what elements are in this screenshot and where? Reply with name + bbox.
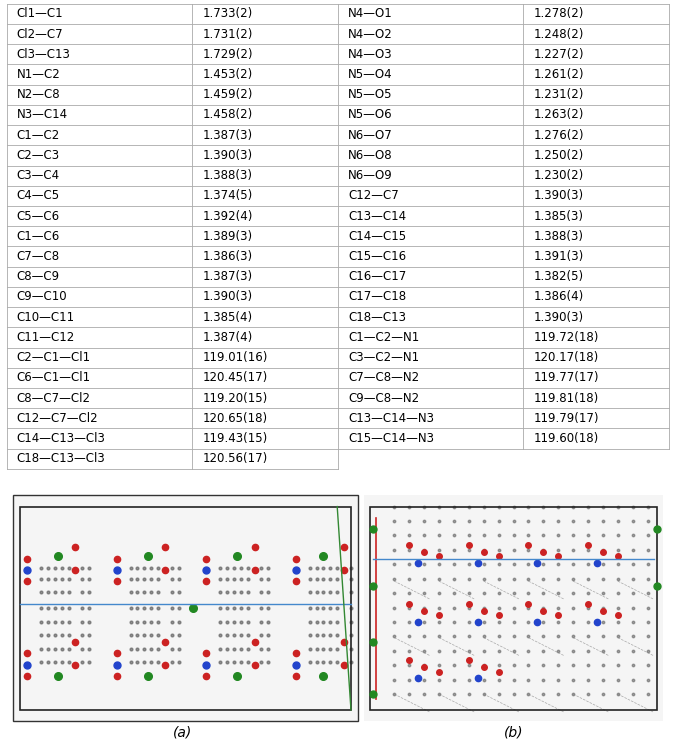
Text: 1.387(4): 1.387(4)	[202, 331, 252, 344]
Text: N6—O7: N6—O7	[348, 128, 393, 142]
Text: C1—C2—N1: C1—C2—N1	[348, 331, 419, 344]
Text: 1.230(2): 1.230(2)	[533, 169, 583, 182]
Text: N6—O9: N6—O9	[348, 169, 393, 182]
Text: C14—C13—Cl3: C14—C13—Cl3	[17, 432, 105, 445]
Text: C16—C17: C16—C17	[348, 270, 406, 283]
Text: C13—C14: C13—C14	[348, 210, 406, 222]
Text: 1.389(3): 1.389(3)	[202, 230, 252, 242]
Text: C9—C8—N2: C9—C8—N2	[348, 392, 419, 404]
Text: C3—C2—N1: C3—C2—N1	[348, 351, 419, 364]
Text: 1.390(3): 1.390(3)	[533, 189, 583, 202]
Text: 120.17(18): 120.17(18)	[533, 351, 599, 364]
Text: C2—C1—Cl1: C2—C1—Cl1	[17, 351, 91, 364]
Text: C14—C15: C14—C15	[348, 230, 406, 242]
Text: 119.77(17): 119.77(17)	[533, 372, 599, 384]
Text: C5—C6: C5—C6	[17, 210, 59, 222]
Text: N1—C2: N1—C2	[17, 68, 60, 81]
Text: 119.79(17): 119.79(17)	[533, 412, 599, 424]
Text: 1.387(3): 1.387(3)	[202, 128, 252, 142]
Text: 1.231(2): 1.231(2)	[533, 88, 584, 101]
Text: 1.387(3): 1.387(3)	[202, 270, 252, 283]
Text: 1.390(3): 1.390(3)	[533, 310, 583, 324]
Text: 1.385(3): 1.385(3)	[533, 210, 583, 222]
Text: C15—C16: C15—C16	[348, 250, 406, 263]
Text: 119.60(18): 119.60(18)	[533, 432, 599, 445]
Text: N3—C14: N3—C14	[17, 108, 68, 122]
Text: N6—O8: N6—O8	[348, 149, 393, 162]
Text: 119.01(16): 119.01(16)	[202, 351, 268, 364]
Text: C17—C18: C17—C18	[348, 290, 406, 304]
Text: C1—C2: C1—C2	[17, 128, 60, 142]
Text: N5—O5: N5—O5	[348, 88, 393, 101]
Text: 1.382(5): 1.382(5)	[533, 270, 583, 283]
Text: 120.65(18): 120.65(18)	[202, 412, 267, 424]
Text: 1.388(3): 1.388(3)	[202, 169, 252, 182]
Text: 1.453(2): 1.453(2)	[202, 68, 252, 81]
Text: C8—C7—Cl2: C8—C7—Cl2	[17, 392, 91, 404]
Text: C7—C8—N2: C7—C8—N2	[348, 372, 419, 384]
Text: 1.733(2): 1.733(2)	[202, 7, 252, 20]
Text: C10—C11: C10—C11	[17, 310, 75, 324]
Text: N4—O1: N4—O1	[348, 7, 393, 20]
Text: 1.276(2): 1.276(2)	[533, 128, 584, 142]
Text: N5—O4: N5—O4	[348, 68, 393, 81]
Text: 119.20(15): 119.20(15)	[202, 392, 268, 404]
Text: C3—C4: C3—C4	[17, 169, 59, 182]
Text: 1.227(2): 1.227(2)	[533, 48, 584, 60]
Text: C4—C5: C4—C5	[17, 189, 59, 202]
Text: C12—C7—Cl2: C12—C7—Cl2	[17, 412, 98, 424]
Text: C11—C12: C11—C12	[17, 331, 75, 344]
Text: C13—C14—N3: C13—C14—N3	[348, 412, 434, 424]
Text: 1.390(3): 1.390(3)	[202, 149, 252, 162]
Text: 1.374(5): 1.374(5)	[202, 189, 252, 202]
Text: 119.43(15): 119.43(15)	[202, 432, 268, 445]
Text: C8—C9: C8—C9	[17, 270, 59, 283]
Text: C1—C6: C1—C6	[17, 230, 60, 242]
Bar	[14, 495, 358, 721]
Text: N5—O6: N5—O6	[348, 108, 393, 122]
Text: Cl3—C13: Cl3—C13	[17, 48, 70, 60]
Text: C18—C13: C18—C13	[348, 310, 406, 324]
Text: C7—C8: C7—C8	[17, 250, 59, 263]
Text: 1.388(3): 1.388(3)	[533, 230, 583, 242]
Text: 1.391(3): 1.391(3)	[533, 250, 583, 263]
Bar	[20, 507, 351, 710]
Text: 1.729(2): 1.729(2)	[202, 48, 253, 60]
Text: (b): (b)	[504, 726, 523, 739]
Text: Cl2—C7: Cl2—C7	[17, 28, 64, 40]
Text: 119.72(18): 119.72(18)	[533, 331, 599, 344]
Text: Cl1—C1: Cl1—C1	[17, 7, 64, 20]
Text: N4—O3: N4—O3	[348, 48, 393, 60]
Text: C9—C10: C9—C10	[17, 290, 68, 304]
Text: 1.392(4): 1.392(4)	[202, 210, 253, 222]
Text: 1.278(2): 1.278(2)	[533, 7, 584, 20]
Text: C15—C14—N3: C15—C14—N3	[348, 432, 434, 445]
Text: N2—C8: N2—C8	[17, 88, 60, 101]
Text: 1.386(3): 1.386(3)	[202, 250, 252, 263]
Text: 1.731(2): 1.731(2)	[202, 28, 253, 40]
Text: 1.385(4): 1.385(4)	[202, 310, 252, 324]
Text: 1.261(2): 1.261(2)	[533, 68, 584, 81]
Text: 120.45(17): 120.45(17)	[202, 372, 268, 384]
Text: C6—C1—Cl1: C6—C1—Cl1	[17, 372, 91, 384]
Text: 1.263(2): 1.263(2)	[533, 108, 584, 122]
Text: C2—C3: C2—C3	[17, 149, 59, 162]
Text: 119.81(18): 119.81(18)	[533, 392, 599, 404]
Text: 120.56(17): 120.56(17)	[202, 452, 268, 466]
Text: 1.386(4): 1.386(4)	[533, 290, 583, 304]
Bar	[364, 495, 662, 721]
Text: 1.458(2): 1.458(2)	[202, 108, 252, 122]
Text: (a): (a)	[172, 726, 192, 739]
Text: C18—C13—Cl3: C18—C13—Cl3	[17, 452, 105, 466]
Text: 1.390(3): 1.390(3)	[202, 290, 252, 304]
Bar	[370, 507, 656, 710]
Text: 1.248(2): 1.248(2)	[533, 28, 584, 40]
Text: 1.459(2): 1.459(2)	[202, 88, 253, 101]
Text: 1.250(2): 1.250(2)	[533, 149, 583, 162]
Text: N4—O2: N4—O2	[348, 28, 393, 40]
Text: C12—C7: C12—C7	[348, 189, 399, 202]
